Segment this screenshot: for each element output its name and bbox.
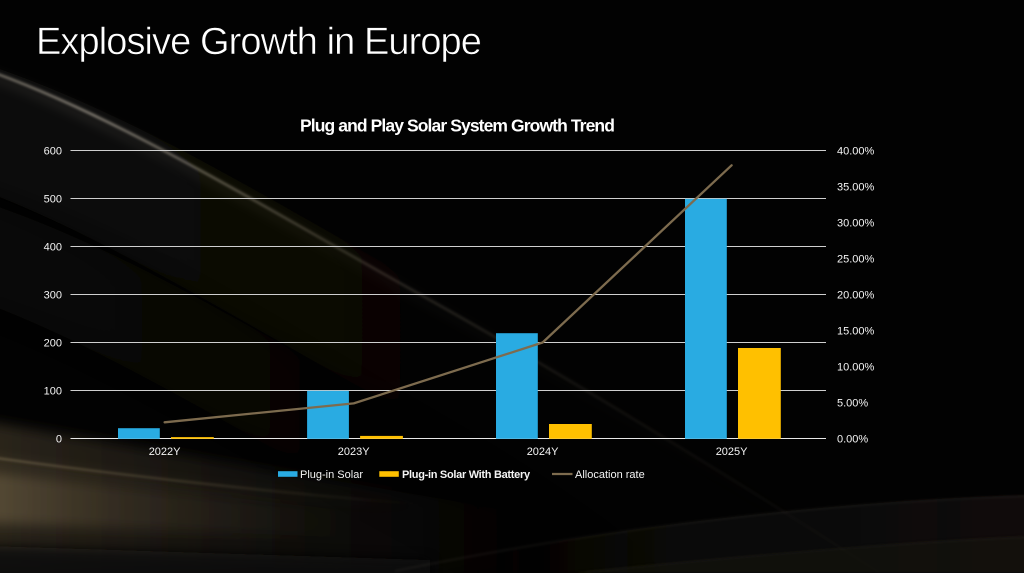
svg-text:2023Y: 2023Y xyxy=(338,446,370,458)
svg-text:2024Y: 2024Y xyxy=(527,446,559,458)
svg-text:Allocation rate: Allocation rate xyxy=(575,469,645,481)
svg-text:15.00%: 15.00% xyxy=(837,326,875,338)
svg-text:35.00%: 35.00% xyxy=(837,182,875,194)
svg-text:200: 200 xyxy=(44,338,62,350)
svg-text:0.00%: 0.00% xyxy=(837,434,868,446)
svg-text:0: 0 xyxy=(56,434,62,446)
svg-text:600: 600 xyxy=(44,146,62,158)
svg-text:300: 300 xyxy=(44,290,62,302)
svg-text:20.00%: 20.00% xyxy=(837,290,875,302)
svg-text:2025Y: 2025Y xyxy=(716,446,748,458)
svg-text:40.00%: 40.00% xyxy=(837,146,875,158)
svg-text:10.00%: 10.00% xyxy=(837,362,875,374)
svg-text:Plug-in Solar: Plug-in Solar xyxy=(300,469,363,481)
svg-text:5.00%: 5.00% xyxy=(837,398,868,410)
svg-text:30.00%: 30.00% xyxy=(837,218,875,230)
svg-text:400: 400 xyxy=(44,242,62,254)
svg-text:500: 500 xyxy=(44,194,62,206)
svg-text:Plug-in Solar With Battery: Plug-in Solar With Battery xyxy=(402,469,531,481)
svg-text:Plug and Play Solar System Gro: Plug and Play Solar System Growth Trend xyxy=(300,116,614,136)
svg-text:2022Y: 2022Y xyxy=(149,446,181,458)
svg-text:100: 100 xyxy=(44,386,62,398)
svg-text:25.00%: 25.00% xyxy=(837,254,875,266)
